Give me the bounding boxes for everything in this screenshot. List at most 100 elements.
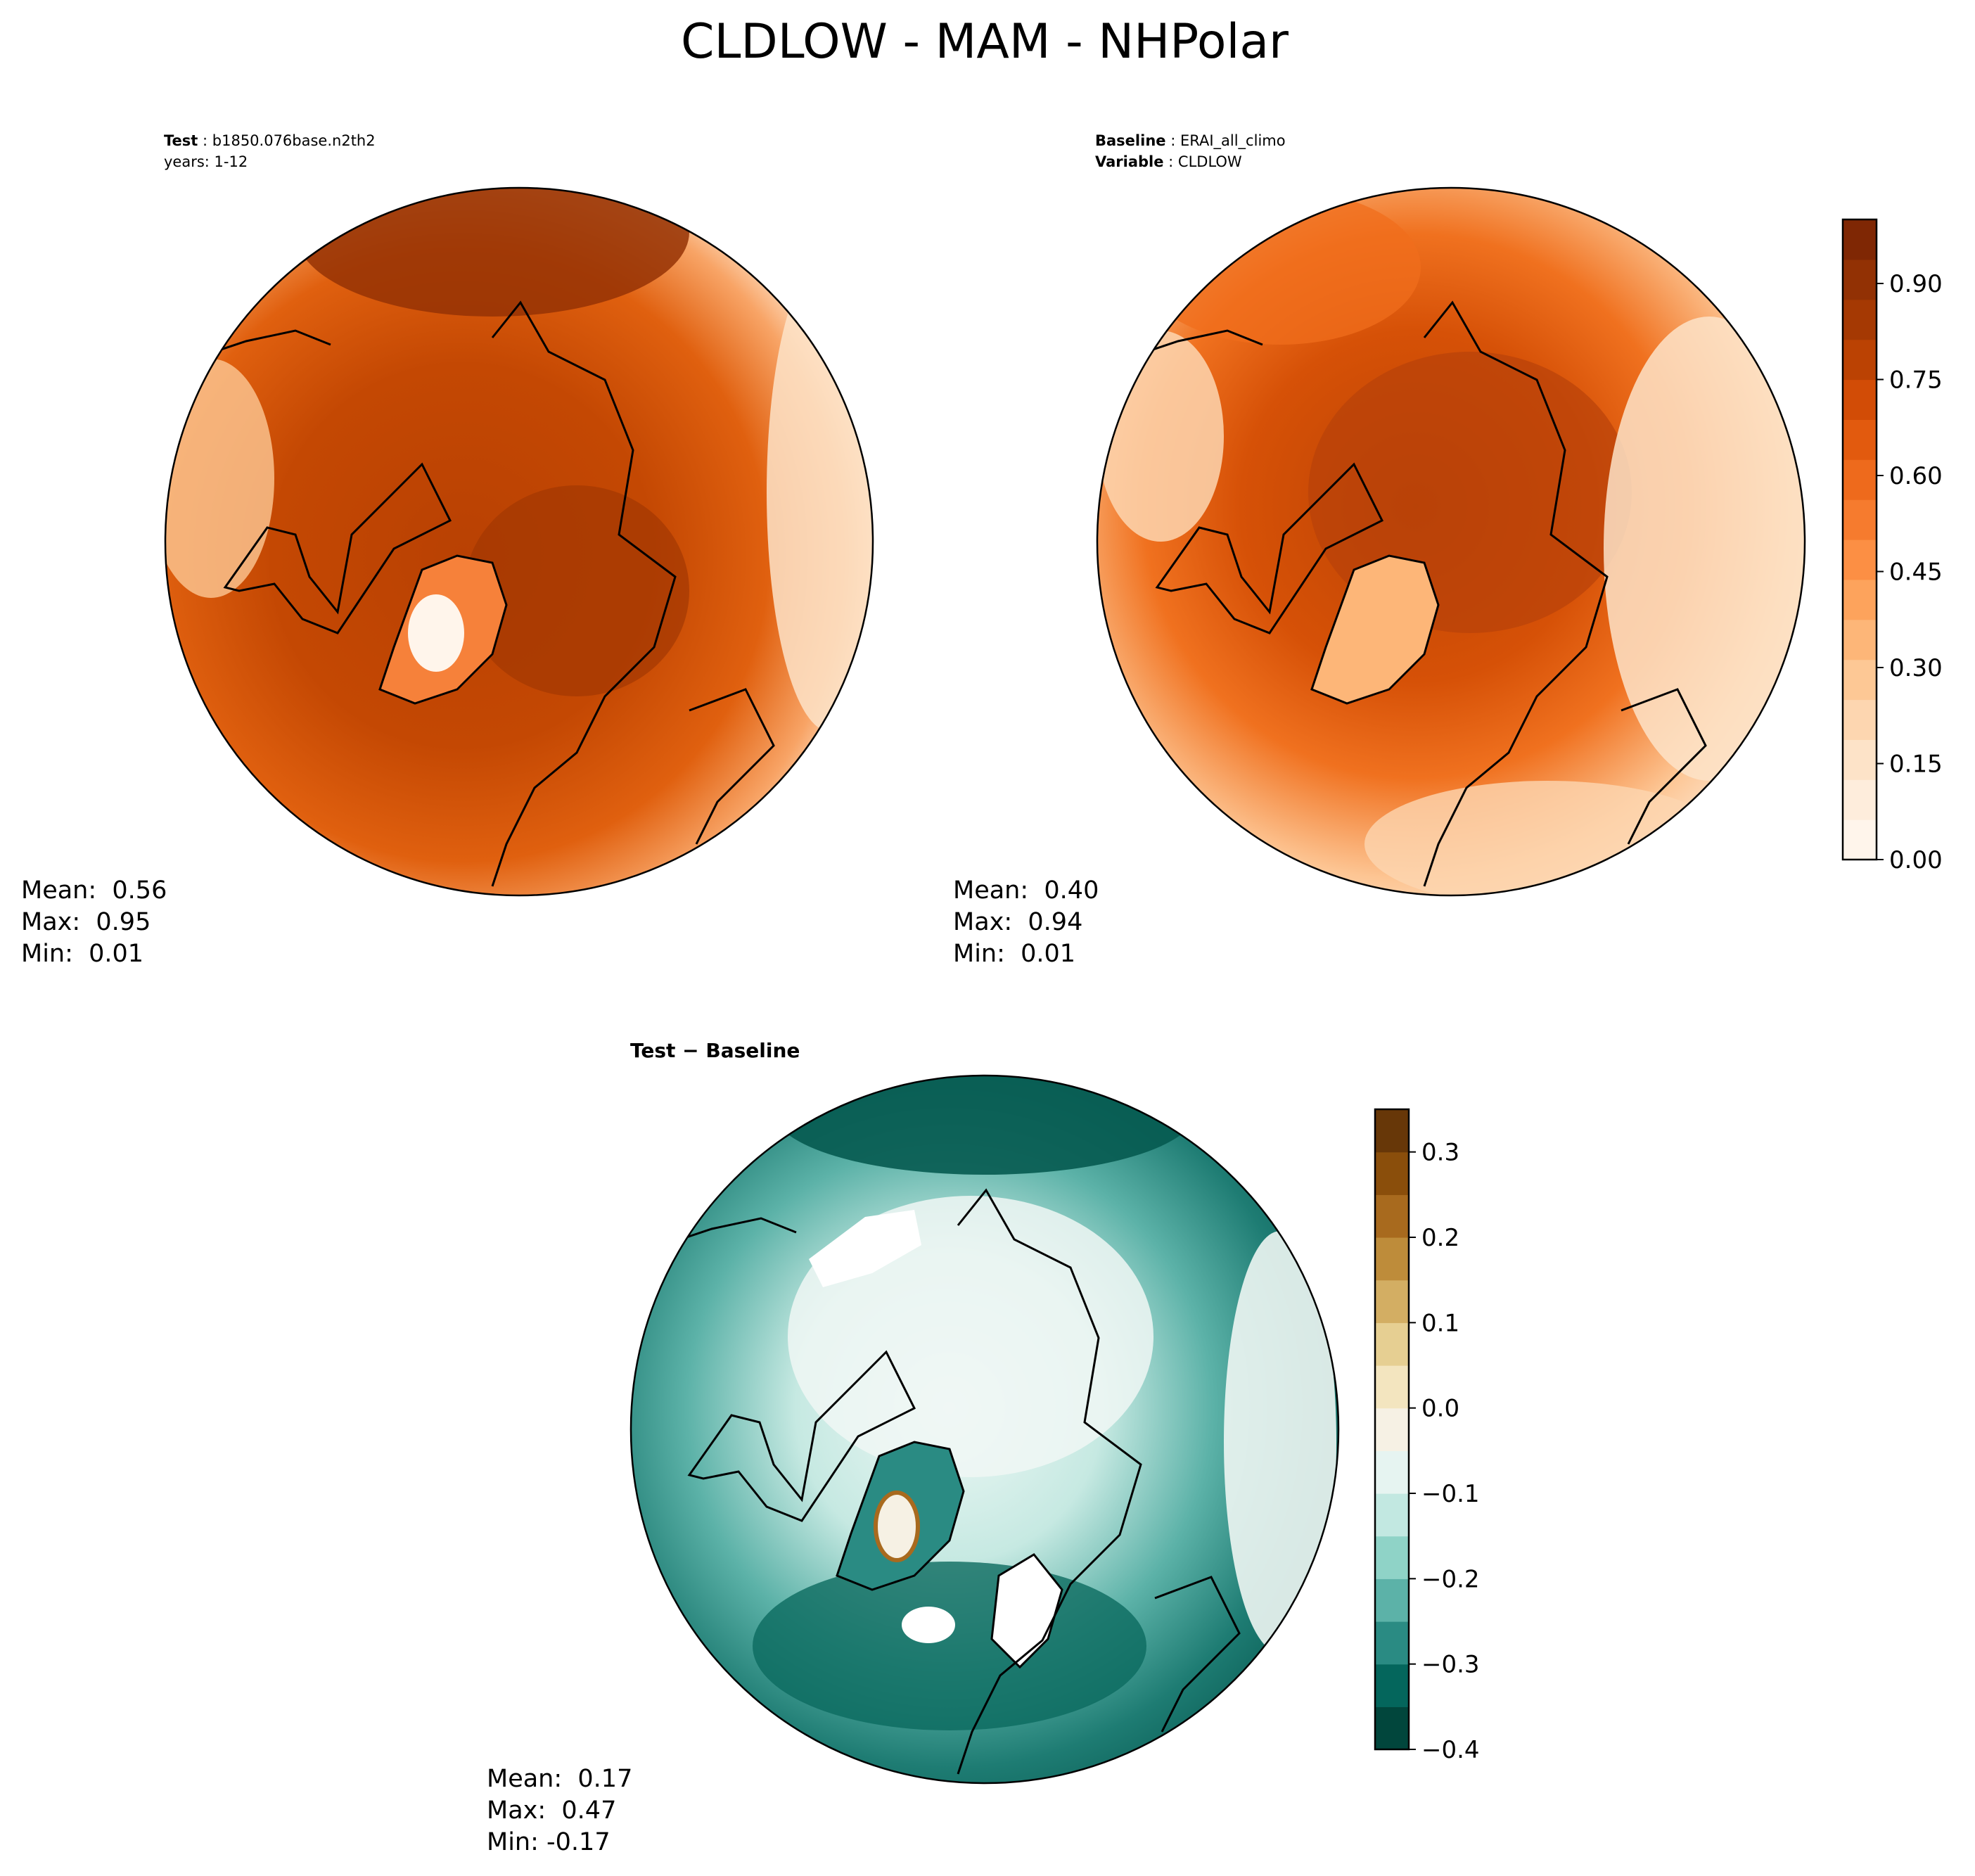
colorbar-frame [1841, 218, 1878, 861]
diff-mask-scandinavia [990, 1553, 1063, 1669]
diff-map-border [629, 1074, 1340, 1785]
colorbar-segment [1375, 1280, 1409, 1323]
colorbar-tick-label: −0.3 [1421, 1651, 1480, 1679]
test-field-east-low [767, 253, 873, 732]
colorbar-segment [1375, 1536, 1409, 1579]
colorbar-segment [1843, 339, 1877, 381]
test-greenland-min [408, 594, 464, 672]
diff-coastline-eurasia [957, 1188, 1142, 1775]
colorbar-segment [1843, 259, 1877, 300]
baseline-header-line1: Baseline : ERAI_all_climo [1095, 132, 1286, 150]
colorbar-segment [1843, 499, 1877, 540]
colorbar-segment [1843, 779, 1877, 820]
colorbar-tick-label: 0.00 [1889, 846, 1943, 874]
test-coastline-eurasia [491, 300, 677, 887]
colorbar-segment [1843, 579, 1877, 620]
test-field-high-north [295, 188, 689, 317]
baseline-map [1097, 188, 1805, 895]
diff-field-east-light [1224, 1231, 1336, 1653]
diff-greenland-negative [874, 1491, 920, 1562]
baseline-field-west-low [1097, 331, 1224, 542]
baseline-coastline-eurasia [1423, 300, 1609, 887]
colorbar-segment [1375, 1194, 1409, 1238]
colorbar-segment [1375, 1151, 1409, 1195]
diff-map [631, 1076, 1338, 1783]
diff-header: Test − Baseline [630, 1039, 800, 1062]
diff-coastline-north-america [687, 1350, 916, 1522]
colorbar-segment [1375, 1450, 1409, 1494]
colorbar-tick-label: −0.1 [1421, 1480, 1480, 1508]
colorbar-segment [1843, 540, 1877, 580]
colorbar-segment [1375, 1237, 1409, 1281]
diff-stat-mean: Mean: 0.17 [487, 1765, 632, 1793]
diff-panel: Test − Baseline Mean: 0.17 Max: 0.47 Min… [487, 1039, 1340, 1856]
baseline-header-line2: Variable : CLDLOW [1095, 153, 1242, 170]
colorbar-segment [1843, 619, 1877, 661]
test-map-border [164, 186, 874, 897]
baseline-field-north-west [1139, 190, 1421, 345]
colorbar-tick-label: 0.45 [1889, 559, 1943, 587]
diff-stat-min: Min: -0.17 [487, 1828, 611, 1856]
colorbar-tick-label: 0.90 [1889, 270, 1943, 298]
colorbar-segment [1843, 699, 1877, 740]
baseline-field-south-low [1364, 781, 1730, 895]
test-stats: Mean: 0.56 Max: 0.95 Min: 0.01 [21, 876, 167, 968]
colorbar-segment [1843, 419, 1877, 460]
colorbar-tick-label: 0.15 [1889, 751, 1943, 779]
diff-field-south-dark [753, 1562, 1146, 1730]
colorbar-segment [1843, 819, 1877, 860]
colorbar-diverging: 0.3 0.2 0.1 0.0 −0.1 −0.2 −0.3 −0.4 [1374, 1108, 1480, 1764]
colorbar-segment [1843, 219, 1877, 260]
colorbar-segment [1375, 1322, 1409, 1366]
baseline-greenland [1310, 554, 1440, 705]
colorbar-segment [1843, 459, 1877, 500]
colorbar-segment [1375, 1365, 1409, 1409]
test-panel: Test : b1850.076base.n2th2 years: 1-12 M… [21, 132, 874, 968]
colorbar-segment [1843, 739, 1877, 780]
colorbar-segment [1843, 659, 1877, 701]
baseline-field-east-low [1604, 317, 1805, 781]
colorbar-segment [1375, 1408, 1409, 1451]
diff-stat-max: Max: 0.47 [487, 1797, 616, 1825]
test-header-line1: Test : b1850.076base.n2th2 [164, 132, 376, 149]
baseline-coastline-asia [1135, 329, 1707, 845]
baseline-stat-max: Max: 0.94 [953, 908, 1082, 936]
colorbar-tick-label: 0.2 [1421, 1224, 1459, 1252]
colorbar-segment [1375, 1109, 1409, 1153]
test-header-line2: years: 1-12 [164, 153, 248, 170]
baseline-panel: Baseline : ERAI_all_climo Variable : CLD… [953, 132, 1806, 968]
colorbar-segment [1375, 1706, 1409, 1750]
diff-coastline-asia [669, 1217, 1241, 1733]
colorbar-tick-label: −0.2 [1421, 1565, 1480, 1593]
baseline-stats: Mean: 0.40 Max: 0.94 Min: 0.01 [953, 876, 1099, 968]
test-stat-max: Max: 0.95 [21, 908, 151, 936]
test-stat-mean: Mean: 0.56 [21, 876, 167, 905]
colorbar-segment [1375, 1493, 1409, 1537]
colorbar-segment [1375, 1664, 1409, 1707]
diff-stats: Mean: 0.17 Max: 0.47 Min: -0.17 [487, 1765, 632, 1856]
colorbar-tick-label: 0.30 [1889, 654, 1943, 682]
colorbar-tick-label: −0.4 [1421, 1736, 1480, 1764]
colorbar-tick-label: 0.75 [1889, 366, 1943, 395]
colorbar-tick-label: 0.0 [1421, 1395, 1459, 1423]
baseline-coastline-north-america [1155, 462, 1384, 634]
colorbar-segment [1843, 379, 1877, 420]
colorbar-tick-label: 0.60 [1889, 462, 1943, 490]
baseline-map-border [1096, 186, 1806, 897]
diff-mask-north [809, 1210, 921, 1287]
colorbar-segment [1843, 299, 1877, 340]
colorbar-sequential: 0.00 0.15 0.30 0.45 0.60 0.75 0.90 [1841, 218, 1943, 874]
baseline-stat-min: Min: 0.01 [953, 940, 1075, 968]
test-stat-min: Min: 0.01 [21, 940, 143, 968]
colorbar-frame [1374, 1108, 1410, 1751]
colorbar-segment [1375, 1621, 1409, 1665]
test-field-high-center [464, 485, 689, 696]
diff-field-north-dark [774, 1076, 1196, 1175]
diff-mask-iceland [902, 1607, 955, 1643]
colorbar-tick-label: 0.1 [1421, 1309, 1459, 1337]
baseline-stat-mean: Mean: 0.40 [953, 876, 1099, 905]
test-coastline-asia [203, 329, 775, 845]
colorbar-tick-label: 0.3 [1421, 1139, 1459, 1167]
colorbar-segment [1375, 1578, 1409, 1622]
figure-title: CLDLOW - MAM - NHPolar [681, 14, 1289, 70]
